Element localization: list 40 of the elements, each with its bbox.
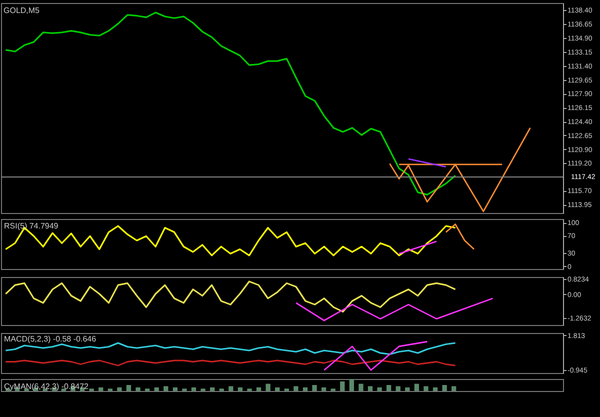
- bar: [340, 381, 345, 391]
- bar: [452, 386, 456, 391]
- chart-title: MACD(5,2,3) -0.58 -0.646: [4, 334, 97, 344]
- bar: [238, 387, 243, 391]
- bar: [136, 387, 140, 391]
- bar: [358, 384, 364, 391]
- bar: [386, 385, 392, 391]
- line-series: [389, 127, 531, 212]
- bar: [228, 386, 234, 391]
- bar: [98, 387, 104, 391]
- bar: [256, 387, 262, 391]
- bar: [396, 386, 400, 391]
- bar: [368, 386, 373, 391]
- line-series: [445, 224, 475, 250]
- line-series: [4, 342, 456, 356]
- bar: [275, 387, 280, 391]
- chart-title: GOLD,M5: [4, 6, 40, 15]
- chart-title: RSI(5) 74.7949: [4, 222, 59, 231]
- bar: [442, 385, 447, 391]
- bar: [302, 387, 308, 391]
- bar: [126, 385, 132, 391]
- line-series: [295, 298, 494, 322]
- bar: [266, 384, 270, 391]
- bar: [294, 386, 298, 391]
- bar: [172, 387, 178, 391]
- bar: [117, 387, 122, 391]
- bar: [424, 386, 428, 391]
- bar: [154, 387, 159, 391]
- bar: [377, 387, 382, 391]
- bar: [210, 387, 215, 391]
- bar: [432, 387, 438, 391]
- bar: [349, 379, 354, 391]
- line-series: [4, 280, 456, 312]
- bar: [164, 386, 168, 391]
- chart-title: CyMAN(6,42,3) -0.8472: [4, 382, 90, 391]
- bar: [414, 384, 420, 391]
- bar: [405, 387, 410, 391]
- bar: [312, 385, 317, 391]
- bar: [191, 387, 196, 391]
- bar: [321, 387, 326, 391]
